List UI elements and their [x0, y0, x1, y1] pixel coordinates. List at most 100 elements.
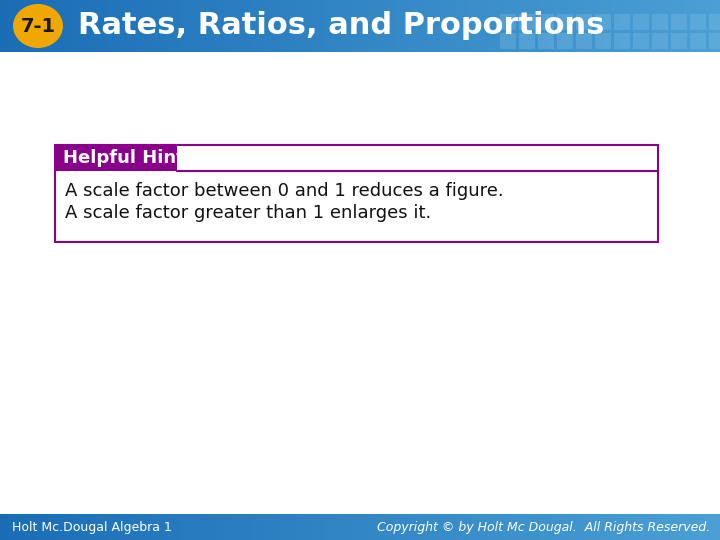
Bar	[554, 514, 562, 540]
Bar	[468, 514, 476, 540]
Bar	[490, 0, 498, 52]
Bar	[331, 514, 339, 540]
Bar	[382, 514, 390, 540]
Bar	[713, 514, 720, 540]
Bar	[576, 14, 592, 30]
Bar	[245, 0, 253, 52]
Bar	[346, 0, 354, 52]
Bar	[180, 0, 188, 52]
Bar	[439, 514, 447, 540]
Bar	[389, 0, 397, 52]
Bar	[605, 514, 613, 540]
Bar	[538, 14, 554, 30]
Bar	[690, 33, 706, 49]
Bar	[425, 0, 433, 52]
Bar	[115, 514, 123, 540]
Bar	[439, 0, 447, 52]
Bar	[338, 0, 346, 52]
Bar	[533, 514, 541, 540]
Bar	[0, 514, 8, 540]
Bar	[655, 514, 663, 540]
Bar	[14, 0, 22, 52]
Ellipse shape	[13, 4, 63, 48]
Bar	[652, 14, 668, 30]
Bar	[187, 0, 195, 52]
Bar	[670, 0, 678, 52]
Bar	[137, 514, 145, 540]
Bar	[274, 0, 282, 52]
Bar	[108, 0, 116, 52]
Bar	[518, 514, 526, 540]
Bar	[706, 0, 714, 52]
Bar	[500, 33, 516, 49]
Bar	[209, 0, 217, 52]
Bar	[374, 514, 382, 540]
Bar	[295, 514, 303, 540]
Bar	[557, 33, 573, 49]
Bar	[281, 0, 289, 52]
Bar	[519, 33, 535, 49]
Bar	[396, 0, 404, 52]
Bar	[446, 514, 454, 540]
Bar	[7, 514, 15, 540]
Text: Copyright © by Holt Mc Dougal.  All Rights Reserved.: Copyright © by Holt Mc Dougal. All Right…	[377, 521, 710, 534]
Bar	[22, 0, 30, 52]
Bar	[540, 0, 548, 52]
Bar	[576, 33, 592, 49]
Bar	[662, 0, 670, 52]
Bar	[576, 514, 584, 540]
Bar	[209, 514, 217, 540]
Bar	[238, 0, 246, 52]
Bar	[497, 514, 505, 540]
Bar	[671, 33, 687, 49]
Bar	[317, 0, 325, 52]
Bar	[634, 0, 642, 52]
Bar	[245, 514, 253, 540]
Bar	[547, 0, 555, 52]
Bar	[410, 514, 418, 540]
Bar	[360, 514, 368, 540]
Bar	[684, 514, 692, 540]
Bar	[86, 0, 94, 52]
Bar	[302, 514, 310, 540]
Bar	[216, 0, 224, 52]
Bar	[648, 0, 656, 52]
Bar	[526, 0, 534, 52]
Bar	[202, 0, 210, 52]
Bar	[641, 0, 649, 52]
Bar	[432, 514, 440, 540]
Bar	[194, 0, 202, 52]
Bar	[180, 514, 188, 540]
Bar	[288, 514, 296, 540]
Bar	[490, 514, 498, 540]
Bar	[50, 0, 58, 52]
Bar	[50, 514, 58, 540]
Bar	[557, 14, 573, 30]
Bar	[684, 0, 692, 52]
Bar	[367, 0, 375, 52]
Bar	[595, 33, 611, 49]
Bar	[266, 0, 274, 52]
Bar	[598, 514, 606, 540]
Bar	[130, 514, 138, 540]
Bar	[101, 514, 109, 540]
Bar	[29, 514, 37, 540]
Bar	[374, 0, 382, 52]
Bar	[425, 514, 433, 540]
Bar	[533, 0, 541, 52]
Bar	[65, 514, 73, 540]
Bar	[266, 514, 274, 540]
Bar	[432, 0, 440, 52]
Bar	[346, 514, 354, 540]
Bar	[612, 0, 620, 52]
Bar	[389, 514, 397, 540]
Bar	[324, 514, 332, 540]
Bar	[619, 0, 627, 52]
Bar	[202, 514, 210, 540]
Bar	[144, 0, 152, 52]
Bar	[626, 514, 634, 540]
Bar	[137, 0, 145, 52]
Bar	[540, 514, 548, 540]
Bar	[538, 33, 554, 49]
Bar	[633, 14, 649, 30]
